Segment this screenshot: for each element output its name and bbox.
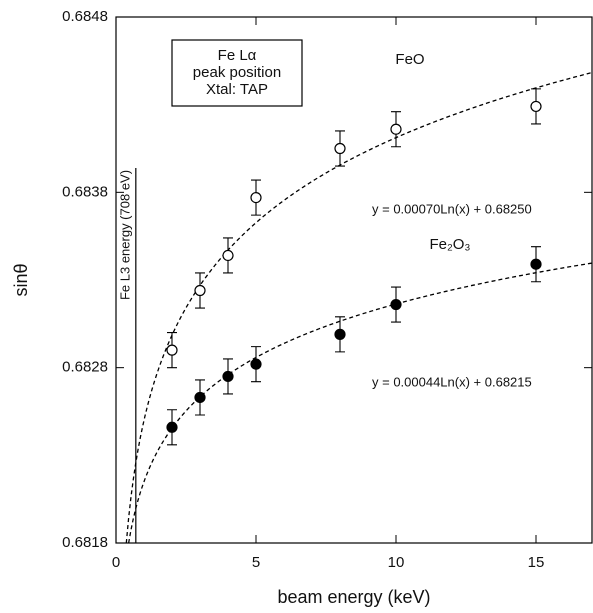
y-tick-label: 0.6838 xyxy=(62,183,108,200)
data-point xyxy=(222,370,234,383)
note-box xyxy=(171,39,303,107)
note-text: Fe Lα xyxy=(218,47,257,64)
fit-curve xyxy=(128,262,593,544)
y-axis-label: sinθ xyxy=(11,263,31,296)
data-point xyxy=(166,421,178,433)
data-point xyxy=(222,249,234,262)
data-point xyxy=(390,298,402,311)
data-point xyxy=(334,328,346,340)
data-point xyxy=(250,358,262,370)
y-tick-label: 0.6848 xyxy=(62,8,108,25)
note-text: Xtal: TAP xyxy=(206,81,268,98)
data-point xyxy=(194,284,206,297)
series-label: FeO xyxy=(395,51,424,68)
reference-label: Fe L3 energy (708 eV) xyxy=(117,170,132,300)
x-tick-label: 0 xyxy=(112,554,120,571)
data-point xyxy=(334,142,346,155)
x-tick-label: 15 xyxy=(528,554,545,571)
data-point xyxy=(250,191,262,204)
fit-equation: y = 0.00044Ln(x) + 0.68215 xyxy=(372,374,532,389)
plot-frame xyxy=(115,16,593,544)
series-label: Fe₂O₃ xyxy=(429,236,470,253)
data-point xyxy=(166,344,178,356)
fit-curve xyxy=(125,71,593,544)
data-point xyxy=(194,391,206,404)
fit-equation: y = 0.00070Ln(x) + 0.68250 xyxy=(372,201,532,216)
data-point xyxy=(390,123,402,135)
x-tick-label: 10 xyxy=(388,554,405,571)
y-tick-label: 0.6818 xyxy=(62,534,108,551)
note-text: peak position xyxy=(193,64,281,81)
x-tick-label: 5 xyxy=(252,554,260,571)
x-axis-label: beam energy (keV) xyxy=(277,587,430,607)
data-point xyxy=(530,100,542,113)
y-tick-label: 0.6828 xyxy=(62,359,108,376)
data-point xyxy=(530,258,542,270)
